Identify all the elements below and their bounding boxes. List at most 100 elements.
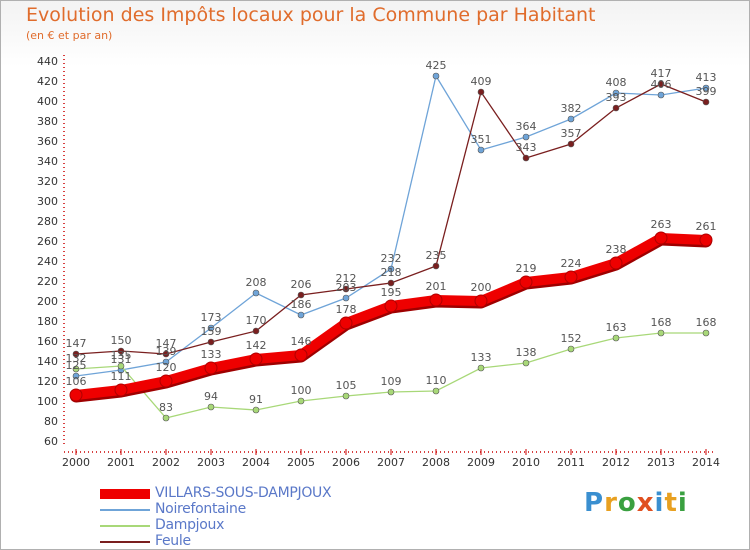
y-tick-label: 220 (37, 275, 58, 288)
data-label-feule: 343 (516, 141, 537, 154)
data-label-noirefontaine: 364 (516, 120, 537, 133)
data-label-noirefontaine: 139 (156, 345, 177, 358)
data-point-dampjoux (567, 345, 575, 353)
data-label-dampjoux: 91 (249, 393, 263, 406)
data-point-noirefontaine (342, 294, 350, 302)
data-label-dampjoux: 138 (516, 346, 537, 359)
data-point-noirefontaine (387, 265, 395, 273)
data-label-villars-sous-dampjoux: 263 (651, 218, 672, 231)
data-point-villars-sous-dampjoux (249, 352, 263, 366)
data-point-feule (117, 347, 125, 355)
data-point-dampjoux (252, 406, 260, 414)
logo-letter: x (636, 488, 655, 518)
x-tick-label: 2008 (422, 456, 450, 469)
data-point-villars-sous-dampjoux (339, 316, 353, 330)
chart-title: Evolution des Impôts locaux pour la Comm… (26, 4, 596, 26)
x-tick-label: 2006 (332, 456, 360, 469)
y-tick-label: 320 (37, 175, 58, 188)
data-label-feule: 393 (606, 91, 627, 104)
line-chart: 60 80 100 120 140 160 180 200 220 240 260 280 300 320… (37, 55, 720, 469)
data-point-villars-sous-dampjoux (204, 361, 218, 375)
x-tick-label: 2009 (467, 456, 495, 469)
data-label-noirefontaine: 131 (111, 353, 132, 366)
data-label-feule: 147 (66, 337, 87, 350)
x-tick-label: 2007 (377, 456, 405, 469)
data-point-dampjoux (72, 365, 80, 373)
data-point-feule (567, 140, 575, 148)
x-tick-label: 2004 (242, 456, 270, 469)
data-label-dampjoux: 168 (651, 316, 672, 329)
x-tick-label: 2011 (557, 456, 585, 469)
data-label-dampjoux: 152 (561, 332, 582, 345)
data-label-feule: 150 (111, 334, 132, 347)
data-point-feule (657, 80, 665, 88)
data-point-dampjoux (432, 387, 440, 395)
data-point-dampjoux (702, 329, 710, 337)
y-tick-label: 80 (44, 415, 58, 428)
data-label-feule: 170 (246, 314, 267, 327)
legend-swatch (100, 541, 150, 543)
data-point-feule (162, 350, 170, 358)
data-point-dampjoux (387, 388, 395, 396)
data-point-feule (207, 338, 215, 346)
data-point-noirefontaine (432, 72, 440, 80)
x-tick-label: 2003 (197, 456, 225, 469)
y-tick-label: 340 (37, 155, 58, 168)
data-label-villars-sous-dampjoux: 201 (426, 280, 447, 293)
legend-label: Dampjoux (155, 517, 225, 533)
y-tick-label: 400 (37, 95, 58, 108)
data-label-noirefontaine: 125 (66, 359, 87, 372)
data-point-feule (702, 98, 710, 106)
data-point-dampjoux (117, 362, 125, 370)
data-label-noirefontaine: 408 (606, 76, 627, 89)
data-point-villars-sous-dampjoux (159, 374, 173, 388)
data-label-noirefontaine: 406 (651, 78, 672, 91)
data-label-dampjoux: 168 (696, 316, 717, 329)
data-point-dampjoux (207, 403, 215, 411)
data-label-noirefontaine: 425 (426, 59, 447, 72)
y-tick-label: 120 (37, 375, 58, 388)
x-tick-label: 2012 (602, 456, 630, 469)
data-point-noirefontaine (657, 91, 665, 99)
data-label-villars-sous-dampjoux: 133 (201, 348, 222, 361)
legend-swatch (100, 509, 150, 511)
data-point-villars-sous-dampjoux (474, 294, 488, 308)
data-point-feule (72, 350, 80, 358)
x-tick-label: 2000 (62, 456, 90, 469)
x-tick-label: 2005 (287, 456, 315, 469)
data-point-noirefontaine (702, 84, 710, 92)
data-point-villars-sous-dampjoux (114, 383, 128, 397)
data-label-dampjoux: 94 (204, 390, 218, 403)
data-label-feule: 218 (381, 266, 402, 279)
data-point-noirefontaine (477, 146, 485, 154)
data-label-villars-sous-dampjoux: 120 (156, 361, 177, 374)
y-tick-label: 100 (37, 395, 58, 408)
legend-label: VILLARS-SOUS-DAMPJOUX (155, 485, 332, 501)
data-label-dampjoux: 135 (111, 349, 132, 362)
data-point-villars-sous-dampjoux (654, 231, 668, 245)
data-label-feule: 409 (471, 75, 492, 88)
data-point-feule (342, 285, 350, 293)
data-point-feule (612, 104, 620, 112)
data-label-dampjoux: 133 (471, 351, 492, 364)
x-tick-label: 2014 (692, 456, 720, 469)
data-point-noirefontaine (252, 289, 260, 297)
data-point-noirefontaine (162, 358, 170, 366)
data-point-noirefontaine (72, 372, 80, 380)
data-point-noirefontaine (522, 133, 530, 141)
data-point-dampjoux (657, 329, 665, 337)
data-label-villars-sous-dampjoux: 224 (561, 257, 582, 270)
data-label-villars-sous-dampjoux: 106 (66, 375, 87, 388)
data-point-dampjoux (522, 359, 530, 367)
data-point-villars-sous-dampjoux (519, 275, 533, 289)
y-tick-label: 420 (37, 75, 58, 88)
data-point-noirefontaine (207, 324, 215, 332)
legend-swatch (100, 525, 150, 527)
data-label-dampjoux: 109 (381, 375, 402, 388)
data-labels: 125 131 139 173 208 186 203 232 425 351 364 382 408 4… (66, 59, 717, 414)
data-label-villars-sous-dampjoux: 178 (336, 303, 357, 316)
data-point-dampjoux (297, 397, 305, 405)
data-label-feule: 159 (201, 325, 222, 338)
data-label-noirefontaine: 186 (291, 298, 312, 311)
